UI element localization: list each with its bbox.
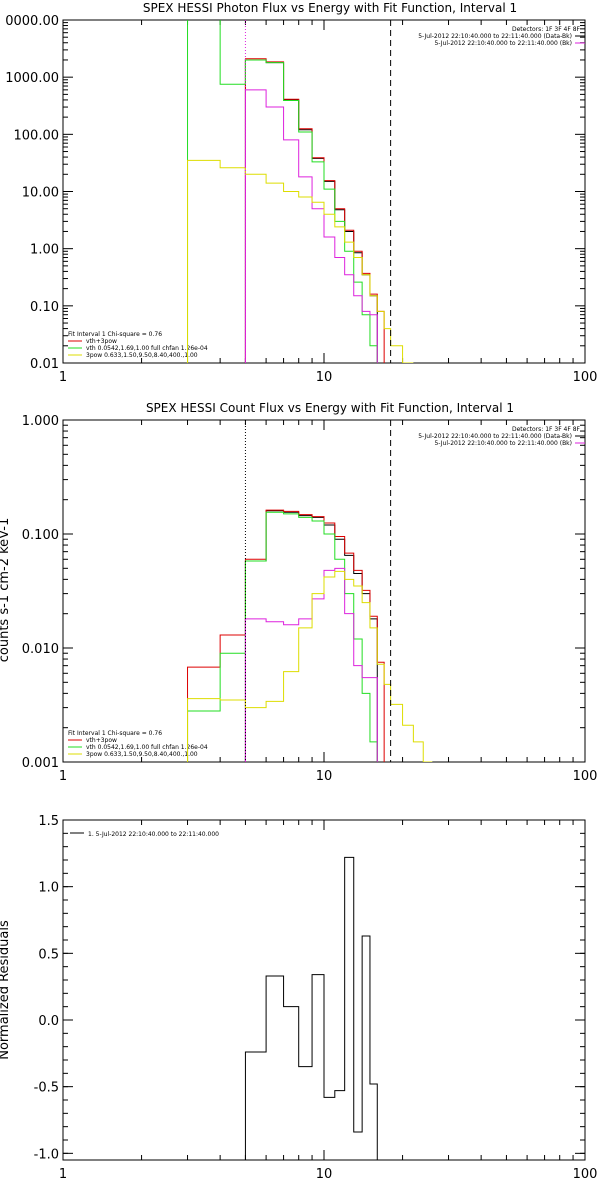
y-tick-label: -0.5 bbox=[34, 1081, 59, 1096]
x-tick-label: 1 bbox=[59, 769, 67, 784]
count-y-axis-label: counts s-1 cm-2 keV-1 bbox=[0, 518, 12, 663]
y-tick-label: 1000.00 bbox=[5, 71, 59, 86]
count-fit-legend-line-1: Fit Interval 1 Chi-square = 0.76 bbox=[68, 730, 162, 737]
count-legend-bk: 5-Jul-2012 22:10:40.000 to 22:11:40.000 … bbox=[434, 440, 572, 447]
series-green-histogram bbox=[187, 511, 385, 762]
count-fit-legend-line-3: vth 0.0542,1.69,1.00 full chfan 1.26e-04 bbox=[86, 744, 208, 751]
count-flux-title: SPEX HESSI Count Flux vs Energy with Fit… bbox=[146, 401, 514, 415]
y-tick-label: 0.01 bbox=[30, 357, 59, 372]
series-green-histogram bbox=[187, 20, 385, 363]
residuals-y-axis-label: Normalized Residuals bbox=[0, 920, 12, 1060]
y-tick-label: 0.001 bbox=[22, 756, 59, 771]
y-tick-label: 0.10 bbox=[30, 300, 59, 315]
y-tick-label: 1.000 bbox=[22, 414, 59, 429]
plot-frame-0 bbox=[62, 19, 586, 364]
y-tick-label: 0.010 bbox=[22, 642, 59, 657]
y-tick-label: 0.0 bbox=[38, 1014, 59, 1029]
x-tick-label: 10 bbox=[316, 370, 333, 385]
photon-legend-data-bk: 5-Jul-2012 22:10:40.000 to 22:11:40.000 … bbox=[418, 33, 572, 40]
y-tick-label: 0.5 bbox=[38, 947, 59, 962]
photon-fit-legend-line-2: vth+3pow bbox=[86, 338, 117, 345]
count-legend-data-bk: 5-Jul-2012 22:10:40.000 to 22:11:40.000 … bbox=[418, 433, 572, 440]
y-tick-label: 10.00 bbox=[22, 186, 59, 201]
series-yellow-histogram bbox=[187, 570, 433, 762]
y-tick-label: 1.0 bbox=[38, 881, 59, 896]
y-tick-label: 1.00 bbox=[30, 243, 59, 258]
count-fit-legend-line-2: vth+3pow bbox=[86, 737, 117, 744]
y-tick-label: 100.00 bbox=[14, 128, 60, 143]
x-tick-label: 10 bbox=[316, 769, 333, 784]
residuals-histogram bbox=[244, 856, 378, 1160]
x-tick-label: 1 bbox=[59, 1167, 67, 1182]
photon-flux-title: SPEX HESSI Photon Flux vs Energy with Fi… bbox=[143, 1, 517, 15]
photon-fit-legend-line-3: vth 0.0542,1.69,1.00 full chfan 1.26e-04 bbox=[86, 345, 208, 352]
series-black-histogram bbox=[244, 59, 378, 363]
series-magenta-histogram bbox=[244, 567, 378, 762]
x-tick-label: 10 bbox=[316, 1167, 333, 1182]
x-tick-label: 1 bbox=[59, 370, 67, 385]
y-tick-label: 1.5 bbox=[38, 814, 59, 829]
series-red-histogram bbox=[187, 509, 385, 762]
photon-fit-legend-line-1: Fit Interval 1 Chi-square = 0.76 bbox=[68, 331, 162, 338]
x-tick-label: 100 bbox=[573, 769, 598, 784]
series-yellow-histogram bbox=[187, 159, 414, 363]
photon-detectors-label: Detectors: 1F 3F 4F 8F bbox=[512, 26, 581, 33]
x-tick-label: 100 bbox=[573, 1167, 598, 1182]
count-detectors-label: Detectors: 1F 3F 4F 8F bbox=[512, 426, 581, 433]
photon-legend-bk: 5-Jul-2012 22:10:40.000 to 22:11:40.000 … bbox=[434, 40, 572, 47]
x-tick-label: 100 bbox=[573, 370, 598, 385]
series-black-histogram bbox=[244, 510, 378, 762]
y-tick-label: 0.100 bbox=[22, 528, 59, 543]
residuals-legend: 1. 5-Jul-2012 22:10:40.000 to 22:11:40.0… bbox=[88, 831, 219, 838]
photon-fit-legend-line-4: 3pow 0.633,1.50,9.50,8.40,400.,1.00 bbox=[86, 352, 198, 359]
y-tick-label: 0000.00 bbox=[5, 14, 59, 29]
series-magenta-histogram bbox=[244, 89, 378, 363]
count-fit-legend-line-4: 3pow 0.633,1.50,9.50,8.40,400.,1.00 bbox=[86, 751, 198, 758]
y-tick-label: -1.0 bbox=[34, 1147, 59, 1162]
